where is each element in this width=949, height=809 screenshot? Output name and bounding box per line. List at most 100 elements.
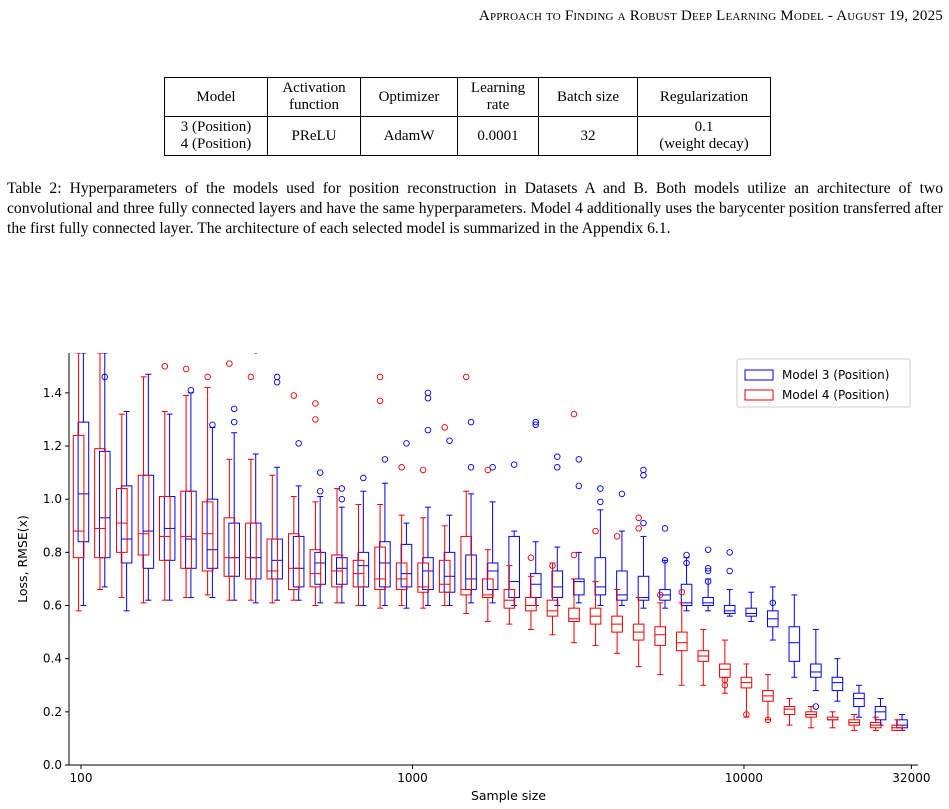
outlier-point bbox=[575, 456, 583, 463]
outlier-point bbox=[683, 551, 690, 559]
header-model: Model bbox=[164, 77, 268, 117]
cell-regularization: 0.1 (weight decay) bbox=[637, 116, 771, 156]
outlier-point bbox=[316, 469, 324, 476]
box-model4 bbox=[719, 639, 731, 694]
outlier-point bbox=[273, 373, 281, 381]
box-model3 bbox=[422, 506, 434, 607]
box-model4 bbox=[503, 565, 516, 625]
header-activation: Activation function bbox=[267, 77, 361, 117]
outlier-point bbox=[204, 373, 211, 381]
box-iqr bbox=[529, 573, 542, 599]
y-axis-label: Loss, RMSE(x) bbox=[15, 515, 30, 603]
table-row: 3 (Position) 4 (Position) PReLU AdamW 0.… bbox=[164, 116, 771, 156]
box-model4 bbox=[546, 562, 559, 636]
box-iqr bbox=[654, 626, 667, 646]
boxplot-chart: 0.0 0.2 0.4 0.6 0.8 1.0 1.2 1.4 100 1000 10000 3200… bbox=[15, 353, 930, 803]
box-iqr bbox=[723, 605, 736, 614]
box-model3 bbox=[766, 586, 779, 641]
box-model4 bbox=[740, 663, 753, 718]
outlier-point bbox=[312, 416, 319, 423]
outlier-point bbox=[597, 498, 604, 506]
x-tick-label: 1000 bbox=[397, 771, 428, 785]
box-model4 bbox=[137, 376, 150, 604]
x-tick-label: 100 bbox=[70, 771, 93, 785]
box-model4 bbox=[159, 410, 171, 601]
legend-label: Model 3 (Position) bbox=[782, 368, 889, 382]
box-model3 bbox=[723, 589, 736, 617]
outlier-point bbox=[484, 466, 492, 474]
box-model4 bbox=[568, 578, 580, 644]
outlier-point bbox=[187, 386, 195, 394]
box-model3 bbox=[745, 591, 758, 622]
box-iqr bbox=[314, 551, 326, 585]
box-model3 bbox=[292, 485, 305, 601]
box-iqr bbox=[745, 607, 758, 617]
box-model4 bbox=[201, 387, 214, 596]
box-model3 bbox=[357, 490, 370, 607]
box-model4 bbox=[309, 501, 322, 607]
outlier-point bbox=[743, 711, 750, 718]
box-model4 bbox=[654, 602, 667, 676]
box-iqr bbox=[374, 546, 386, 591]
outlier-point bbox=[704, 578, 712, 585]
y-tick-label: 0.2 bbox=[43, 705, 62, 719]
outlier-point bbox=[683, 559, 690, 567]
box-iqr bbox=[292, 535, 305, 588]
outlier-point bbox=[597, 485, 604, 492]
box-iqr bbox=[223, 517, 236, 577]
box-model4 bbox=[675, 602, 688, 686]
outlier-point bbox=[424, 426, 432, 434]
box-iqr bbox=[568, 607, 580, 622]
outlier-point bbox=[549, 562, 556, 569]
box-iqr bbox=[180, 490, 192, 569]
outlier-point bbox=[489, 464, 496, 471]
outlier-point bbox=[592, 527, 599, 535]
box-model4 bbox=[331, 488, 343, 604]
box-model4 bbox=[180, 395, 192, 599]
outlier-point bbox=[704, 565, 712, 572]
box-model4 bbox=[632, 597, 645, 668]
box-model4 bbox=[611, 589, 623, 654]
box-iqr bbox=[379, 541, 391, 588]
outlier-point bbox=[618, 490, 626, 498]
box-iqr bbox=[116, 488, 128, 553]
box-iqr bbox=[508, 535, 520, 599]
box-iqr bbox=[831, 676, 844, 692]
outlier-point bbox=[570, 551, 578, 559]
box-iqr bbox=[783, 706, 796, 715]
box-model4 bbox=[805, 706, 817, 729]
cell-activation: PReLU bbox=[267, 116, 361, 156]
outlier-point bbox=[812, 703, 820, 710]
cell-optimizer: AdamW bbox=[360, 116, 458, 156]
box-iqr bbox=[98, 450, 111, 559]
y-tick-label: 1.4 bbox=[43, 386, 62, 400]
outlier-point bbox=[532, 421, 539, 429]
box-model4 bbox=[417, 517, 429, 609]
outlier-point bbox=[613, 533, 621, 540]
box-model3 bbox=[810, 628, 822, 692]
outlier-point bbox=[312, 400, 319, 407]
box-model4 bbox=[72, 353, 85, 612]
box-iqr bbox=[594, 557, 607, 596]
outlier-point bbox=[661, 525, 669, 532]
outlier-point bbox=[554, 464, 561, 471]
outlier-point bbox=[467, 418, 475, 426]
box-model4 bbox=[438, 525, 451, 607]
box-iqr bbox=[77, 421, 90, 543]
box-model4 bbox=[352, 504, 365, 607]
box-iqr bbox=[719, 663, 731, 678]
box-iqr bbox=[675, 631, 688, 652]
outlier-point bbox=[635, 525, 642, 532]
cell-batch-size: 32 bbox=[538, 116, 638, 156]
hyperparameter-table: Model Activation function Optimizer Lear… bbox=[164, 77, 771, 156]
header-optimizer: Optimizer bbox=[360, 77, 458, 117]
outlier-point bbox=[226, 360, 233, 367]
outlier-point bbox=[376, 397, 384, 405]
box-iqr bbox=[94, 448, 106, 559]
outlier-point bbox=[398, 464, 405, 471]
box-iqr bbox=[417, 562, 429, 593]
box-model3 bbox=[529, 541, 542, 607]
box-iqr bbox=[874, 706, 887, 721]
box-model3 bbox=[379, 482, 391, 607]
box-model3 bbox=[788, 594, 801, 678]
